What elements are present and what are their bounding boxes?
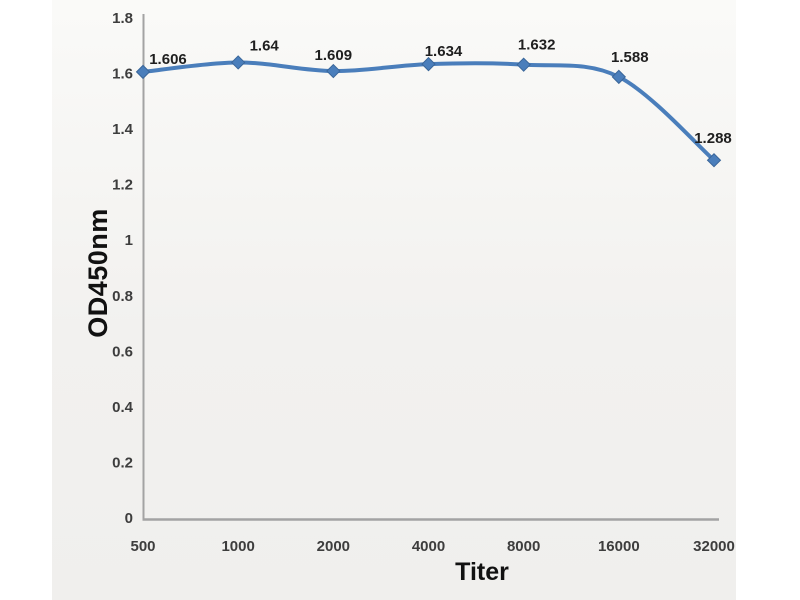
x-tick-label: 16000 <box>598 538 640 555</box>
y-tick-label: 0 <box>125 510 133 527</box>
x-tick-label: 4000 <box>412 538 445 555</box>
y-tick-label: 0.4 <box>112 399 134 416</box>
x-tick-label: 2000 <box>317 538 350 555</box>
y-tick-label: 1 <box>125 232 133 249</box>
y-tick-label: 0.6 <box>112 343 133 360</box>
data-point-label: 1.632 <box>518 37 556 54</box>
y-tick-label: 1.4 <box>112 121 134 138</box>
data-point-marker <box>135 64 151 80</box>
data-point-label: 1.606 <box>149 51 187 68</box>
data-point-marker <box>421 56 436 72</box>
y-tick-label: 0.2 <box>112 454 133 471</box>
data-point-marker <box>326 63 341 79</box>
y-tick-label: 1.2 <box>112 177 133 194</box>
data-point-marker <box>230 55 246 70</box>
data-point-label: 1.288 <box>694 130 732 147</box>
data-point-label: 1.64 <box>250 37 280 54</box>
data-point-marker <box>611 69 627 85</box>
x-tick-label: 1000 <box>221 538 254 555</box>
chart-photo-area: OD450nm Titer <box>52 0 736 600</box>
data-point-marker <box>516 57 531 72</box>
y-tick-label: 0.8 <box>112 288 133 305</box>
data-point-marker <box>706 153 722 168</box>
data-point-label: 1.634 <box>425 43 463 60</box>
x-axis-title: Titer <box>455 558 509 586</box>
x-tick-label: 32000 <box>693 538 735 555</box>
series-line <box>141 60 716 163</box>
data-point-label: 1.588 <box>611 49 649 66</box>
x-tick-label: 8000 <box>507 538 540 555</box>
y-tick-label: 1.6 <box>112 66 133 83</box>
y-tick-label: 1.8 <box>112 10 133 27</box>
x-tick-label: 500 <box>130 538 155 555</box>
data-point-label: 1.609 <box>315 47 353 64</box>
